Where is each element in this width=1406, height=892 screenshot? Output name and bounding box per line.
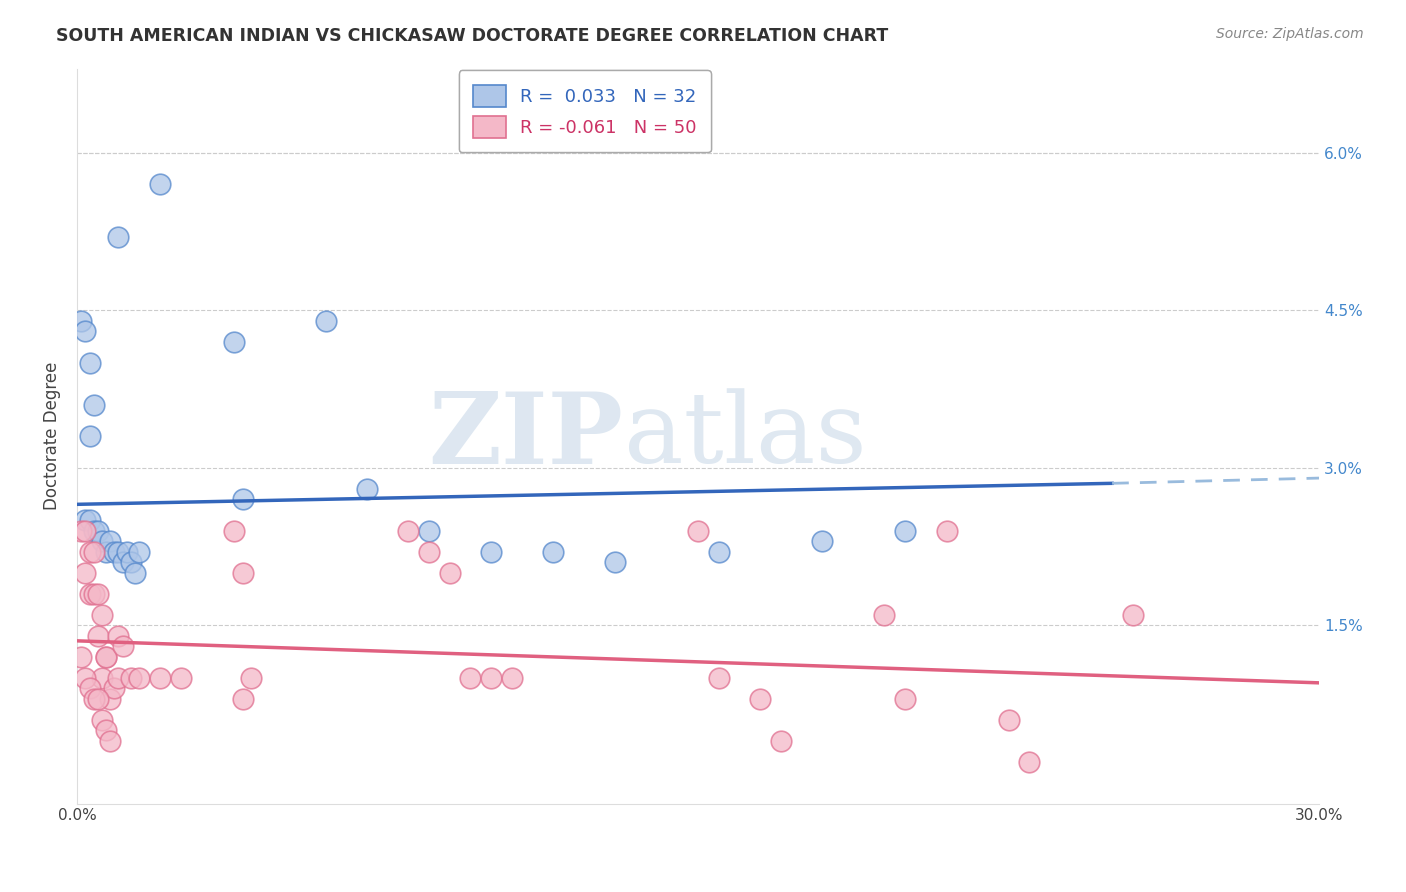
Point bbox=[107, 629, 129, 643]
Point bbox=[894, 691, 917, 706]
Point bbox=[124, 566, 146, 580]
Y-axis label: Doctorate Degree: Doctorate Degree bbox=[44, 362, 60, 510]
Point bbox=[707, 671, 730, 685]
Point bbox=[90, 713, 112, 727]
Point bbox=[75, 324, 97, 338]
Point bbox=[232, 566, 254, 580]
Point bbox=[873, 607, 896, 622]
Point bbox=[94, 723, 117, 738]
Point bbox=[997, 713, 1019, 727]
Point bbox=[98, 733, 121, 747]
Point bbox=[83, 544, 105, 558]
Point bbox=[439, 566, 461, 580]
Point bbox=[90, 534, 112, 549]
Point bbox=[541, 544, 564, 558]
Point bbox=[90, 671, 112, 685]
Text: SOUTH AMERICAN INDIAN VS CHICKASAW DOCTORATE DEGREE CORRELATION CHART: SOUTH AMERICAN INDIAN VS CHICKASAW DOCTO… bbox=[56, 27, 889, 45]
Point bbox=[120, 671, 142, 685]
Point bbox=[79, 681, 101, 695]
Point bbox=[94, 649, 117, 664]
Point bbox=[87, 524, 110, 538]
Point bbox=[479, 671, 502, 685]
Point bbox=[418, 524, 440, 538]
Point bbox=[87, 586, 110, 600]
Point bbox=[79, 544, 101, 558]
Point bbox=[418, 544, 440, 558]
Point bbox=[149, 671, 172, 685]
Point bbox=[935, 524, 957, 538]
Text: atlas: atlas bbox=[624, 388, 866, 484]
Point bbox=[75, 566, 97, 580]
Point bbox=[98, 691, 121, 706]
Point bbox=[103, 681, 125, 695]
Point bbox=[1122, 607, 1144, 622]
Point bbox=[232, 492, 254, 507]
Point bbox=[224, 334, 246, 349]
Point bbox=[70, 313, 93, 327]
Point bbox=[87, 629, 110, 643]
Point bbox=[107, 671, 129, 685]
Point bbox=[107, 544, 129, 558]
Point bbox=[83, 691, 105, 706]
Point bbox=[707, 544, 730, 558]
Point bbox=[479, 544, 502, 558]
Point bbox=[79, 355, 101, 369]
Point bbox=[94, 649, 117, 664]
Point bbox=[75, 513, 97, 527]
Point bbox=[232, 691, 254, 706]
Point bbox=[83, 524, 105, 538]
Point bbox=[240, 671, 263, 685]
Point bbox=[79, 586, 101, 600]
Point bbox=[128, 544, 150, 558]
Point bbox=[70, 524, 93, 538]
Point bbox=[83, 586, 105, 600]
Point bbox=[811, 534, 834, 549]
Point bbox=[688, 524, 710, 538]
Point bbox=[769, 733, 792, 747]
Point bbox=[103, 544, 125, 558]
Point bbox=[460, 671, 482, 685]
Point bbox=[94, 544, 117, 558]
Point bbox=[356, 482, 378, 496]
Legend: R =  0.033   N = 32, R = -0.061   N = 50: R = 0.033 N = 32, R = -0.061 N = 50 bbox=[458, 70, 711, 153]
Point bbox=[79, 429, 101, 443]
Point bbox=[501, 671, 523, 685]
Text: Source: ZipAtlas.com: Source: ZipAtlas.com bbox=[1216, 27, 1364, 41]
Point bbox=[90, 607, 112, 622]
Point bbox=[128, 671, 150, 685]
Point bbox=[111, 639, 134, 653]
Point bbox=[149, 177, 172, 191]
Point bbox=[894, 524, 917, 538]
Point bbox=[107, 229, 129, 244]
Point bbox=[75, 671, 97, 685]
Point bbox=[115, 544, 138, 558]
Point bbox=[98, 534, 121, 549]
Point bbox=[224, 524, 246, 538]
Point bbox=[749, 691, 772, 706]
Point bbox=[87, 691, 110, 706]
Point bbox=[75, 524, 97, 538]
Text: ZIP: ZIP bbox=[429, 387, 624, 484]
Point bbox=[396, 524, 419, 538]
Point bbox=[169, 671, 191, 685]
Point bbox=[120, 555, 142, 569]
Point bbox=[70, 649, 93, 664]
Point bbox=[1018, 755, 1040, 769]
Point bbox=[315, 313, 337, 327]
Point bbox=[83, 398, 105, 412]
Point bbox=[79, 513, 101, 527]
Point bbox=[605, 555, 627, 569]
Point bbox=[111, 555, 134, 569]
